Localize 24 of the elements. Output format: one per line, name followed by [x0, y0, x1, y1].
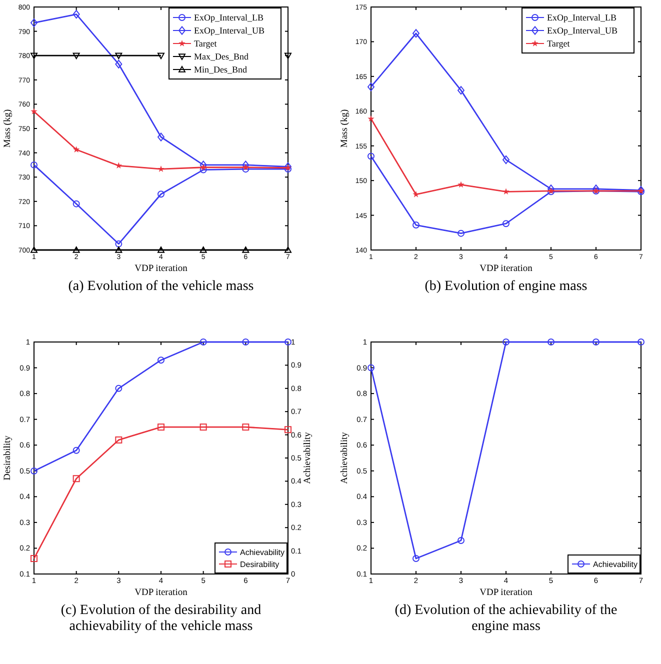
legend-label: ExOp_Interval_UB [194, 26, 264, 36]
y2-axis-title: Achievability [303, 432, 313, 484]
y-axis-title: Mass (kg) [340, 109, 350, 148]
legend-label: ExOp_Interval_LB [547, 12, 616, 23]
text: (a) Evolution of the vehicle mass [68, 279, 254, 294]
legend-label: Target [194, 38, 218, 49]
text: (b) Evolution of engine mass [424, 279, 588, 294]
x-axis-title: VDP iteration [480, 588, 533, 598]
x-axis-title: VDP iteration [134, 588, 188, 598]
legend-label: Achievability [240, 548, 284, 557]
y-axis-title: Achievability [340, 432, 350, 484]
text: (d) Evolution of the achievability of the engine mass [394, 603, 618, 634]
legend-label: Target [547, 38, 570, 49]
legend-label: ExOp_Interval_LB [194, 12, 264, 23]
x-axis-title: VDP iteration [480, 264, 533, 274]
y-axis-title: Desirability [3, 435, 13, 480]
legend-label: Min_Des_Bnd [194, 64, 248, 75]
legend-label: Achievability [593, 560, 638, 569]
legend-label: Max_Des_Bnd [194, 52, 249, 62]
y-axis-title: Mass (kg) [3, 109, 13, 148]
legend-label: Desirability [240, 560, 280, 569]
x-axis-title: VDP iteration [134, 264, 188, 274]
text: (c) Evolution of the desirability and achievability of the vehicle mass [60, 603, 262, 634]
legend-label: ExOp_Interval_UB [547, 26, 618, 36]
